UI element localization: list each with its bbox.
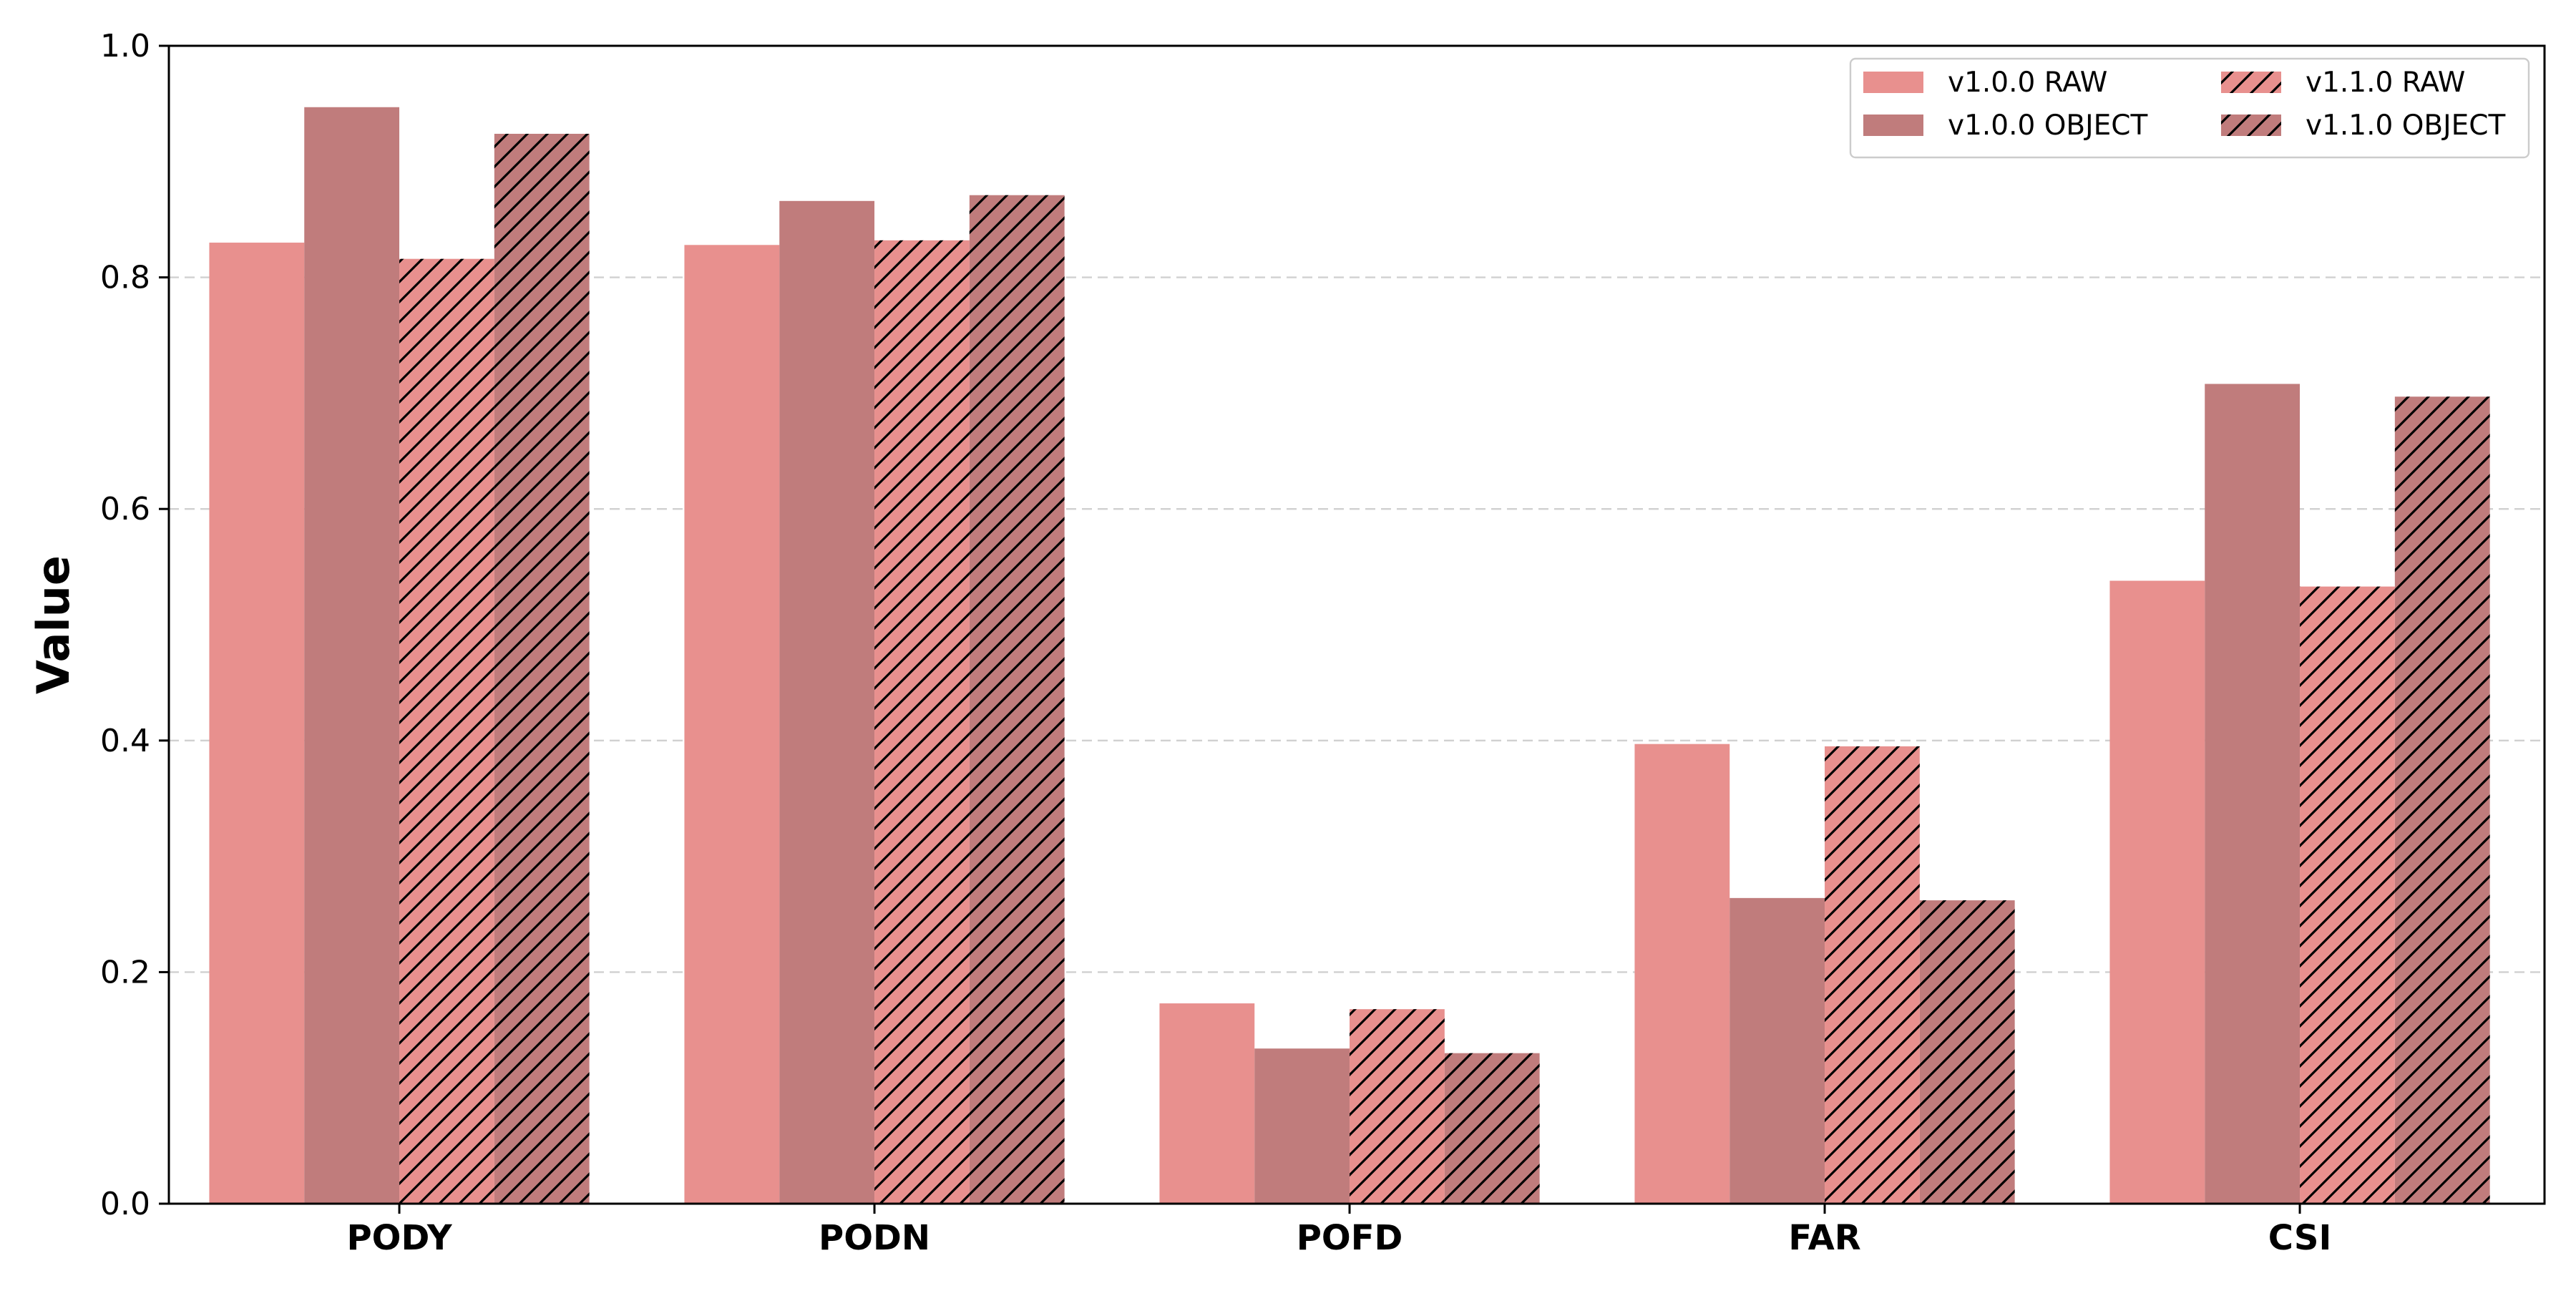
legend-swatch-hatch	[2221, 72, 2281, 93]
bar	[304, 107, 400, 1204]
y-axis: 0.0 0.2 0.4 0.6 0.8 1.0	[100, 28, 169, 1222]
legend-label: v1.1.0 RAW	[2306, 67, 2465, 99]
x-tick-label: PODN	[819, 1218, 930, 1258]
plot-frame	[167, 44, 2546, 1205]
x-tick-label: PODY	[346, 1218, 452, 1258]
bar-hatch	[2300, 586, 2395, 1204]
legend-swatch-hatch	[2221, 115, 2281, 136]
bar-hatch	[1825, 746, 1920, 1204]
bar-hatch	[1444, 1053, 1540, 1204]
bars	[209, 107, 2490, 1204]
legend-label: v1.0.0 OBJECT	[1948, 109, 2148, 142]
bar	[2205, 384, 2301, 1204]
legend-label: v1.0.0 RAW	[1948, 67, 2107, 99]
y-tick-label: 1.0	[100, 28, 150, 64]
bar	[779, 200, 875, 1204]
bar	[2109, 580, 2205, 1204]
y-tick-label: 0.6	[100, 491, 150, 527]
x-tick-label: POFD	[1297, 1218, 1403, 1258]
bar-hatch	[2394, 396, 2490, 1204]
bar	[1634, 744, 1730, 1204]
x-axis: PODY PODN POFD FAR CSI	[346, 1204, 2331, 1258]
legend: v1.0.0 RAW v1.0.0 OBJECT v1.1.0 RAW v1.1.0 …	[1849, 57, 2530, 159]
legend-box	[1849, 57, 2530, 159]
bar-hatch	[969, 195, 1065, 1204]
bar-hatch	[1919, 900, 2015, 1204]
bar	[684, 245, 780, 1204]
y-tick-label: 0.4	[100, 723, 150, 759]
bar	[1159, 1003, 1255, 1204]
bar	[209, 243, 305, 1204]
bar-hatch	[874, 240, 970, 1204]
legend-swatch	[1863, 115, 1923, 136]
y-tick-label: 0.2	[100, 954, 150, 990]
legend-label: v1.1.0 OBJECT	[2306, 109, 2506, 142]
bar	[1729, 897, 1825, 1204]
bar-hatch	[399, 258, 494, 1204]
bar	[1254, 1048, 1350, 1204]
x-tick-label: FAR	[1788, 1218, 1860, 1258]
bar-hatch	[1350, 1009, 1445, 1204]
x-tick-label: CSI	[2268, 1218, 2332, 1258]
y-tick-label: 0.8	[100, 260, 150, 296]
bar-hatch	[494, 133, 590, 1204]
legend-swatch	[1863, 72, 1923, 93]
y-tick-label: 0.0	[100, 1186, 150, 1222]
y-axis-title: Value	[27, 555, 79, 694]
